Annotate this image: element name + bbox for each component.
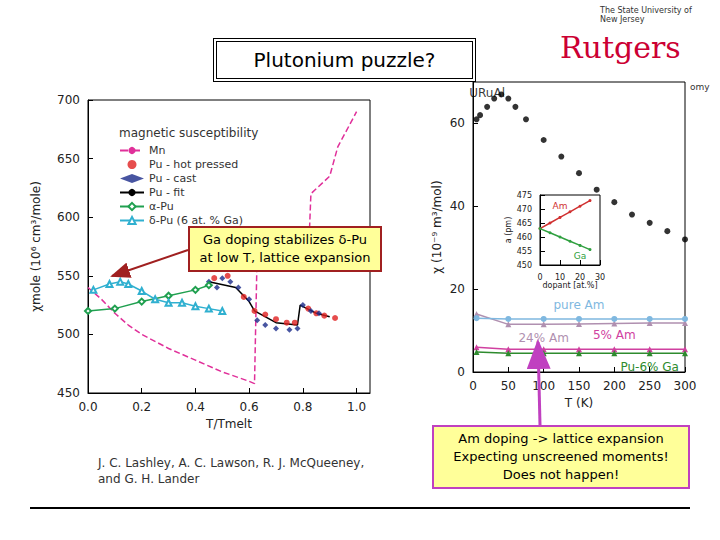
svg-text:δ-Pu (6 at. % Ga): δ-Pu (6 at. % Ga): [149, 214, 243, 227]
html-text:Ga doping stabilizes δ-Pu: Ga doping stabilizes δ-Pu: [203, 232, 367, 247]
svg-text:dopant [at.%]: dopant [at.%]: [542, 281, 597, 290]
html-text:Rutgers: Rutgers: [560, 30, 681, 65]
svg-text:Pu - fit: Pu - fit: [149, 186, 185, 199]
svg-text:magnetic susceptibility: magnetic susceptibility: [119, 126, 258, 140]
svg-text:60: 60: [450, 116, 465, 130]
svg-text:465: 465: [517, 219, 532, 228]
html-text:Expecting unscreened moments!: Expecting unscreened moments!: [453, 449, 669, 464]
svg-text:20: 20: [575, 273, 585, 282]
html-text:and G. H. Lander: and G. H. Lander: [98, 472, 200, 486]
svg-text:460: 460: [517, 233, 532, 242]
svg-text:40: 40: [450, 199, 465, 213]
svg-text:0.6: 0.6: [240, 400, 259, 414]
svg-text:650: 650: [57, 152, 80, 166]
svg-text:5% Am: 5% Am: [593, 328, 636, 342]
svg-text:20: 20: [450, 282, 465, 296]
svg-text:0: 0: [457, 365, 465, 379]
svg-text:0: 0: [469, 379, 477, 393]
svg-text:100: 100: [532, 379, 555, 393]
svg-text:Pu - cast: Pu - cast: [149, 172, 197, 185]
svg-text:450: 450: [57, 386, 80, 400]
svg-text:Pu-6% Ga: Pu-6% Ga: [620, 360, 678, 374]
html-text:The State University of New Je: The State University of New Jersey: [600, 6, 692, 24]
html-text:J. C. Lashley, A. C. Lawson, R: J. C. Lashley, A. C. Lawson, R. J. McQue…: [98, 456, 365, 470]
svg-text:χ (10⁻⁹ m³/mol): χ (10⁻⁹ m³/mol): [430, 180, 444, 273]
svg-text:475: 475: [517, 191, 532, 200]
svg-text:300: 300: [674, 379, 697, 393]
html-text:at low T, lattice expansion: at low T, lattice expansion: [199, 250, 371, 265]
svg-text:T (K): T (K): [564, 396, 593, 410]
svg-text:Ga: Ga: [574, 251, 587, 261]
svg-text:550: 550: [57, 269, 80, 283]
svg-text:0.4: 0.4: [186, 400, 205, 414]
svg-text:455: 455: [517, 247, 532, 256]
svg-text:150: 150: [568, 379, 591, 393]
svg-text:α-Pu: α-Pu: [149, 200, 174, 213]
svg-text:0.0: 0.0: [78, 400, 97, 414]
svg-text:250: 250: [638, 379, 661, 393]
svg-text:pure Am: pure Am: [554, 298, 605, 312]
svg-text:T/Tmelt: T/Tmelt: [205, 417, 252, 431]
svg-text:50: 50: [501, 379, 516, 393]
svg-text:500: 500: [57, 327, 80, 341]
svg-text:450: 450: [517, 261, 532, 270]
svg-text:200: 200: [603, 379, 626, 393]
svg-text:URuAl: URuAl: [469, 86, 505, 100]
svg-text:χmole (10⁶ cm³/mole): χmole (10⁶ cm³/mole): [29, 181, 43, 312]
svg-text:700: 700: [57, 93, 80, 107]
html-text:Am doping -> lattice expansion: Am doping -> lattice expansion: [458, 431, 664, 446]
svg-text:a (pm): a (pm): [504, 217, 513, 244]
svg-text:24% Am: 24% Am: [518, 331, 568, 345]
html-text:Does not happen!: Does not happen!: [502, 467, 620, 482]
html-text:omy: omy: [690, 82, 710, 92]
svg-text:470: 470: [517, 205, 532, 214]
svg-text:1.0: 1.0: [347, 400, 366, 414]
svg-text:Pu - hot pressed: Pu - hot pressed: [149, 158, 238, 171]
svg-text:10: 10: [555, 273, 565, 282]
html-text:Plutonium puzzle?: Plutonium puzzle?: [253, 48, 436, 72]
svg-text:0.2: 0.2: [132, 400, 151, 414]
svg-text:600: 600: [57, 210, 80, 224]
svg-text:Mn: Mn: [149, 144, 165, 157]
svg-text:0: 0: [537, 273, 542, 282]
svg-text:30: 30: [595, 273, 605, 282]
svg-text:Am: Am: [553, 201, 568, 211]
svg-text:0.8: 0.8: [293, 400, 312, 414]
